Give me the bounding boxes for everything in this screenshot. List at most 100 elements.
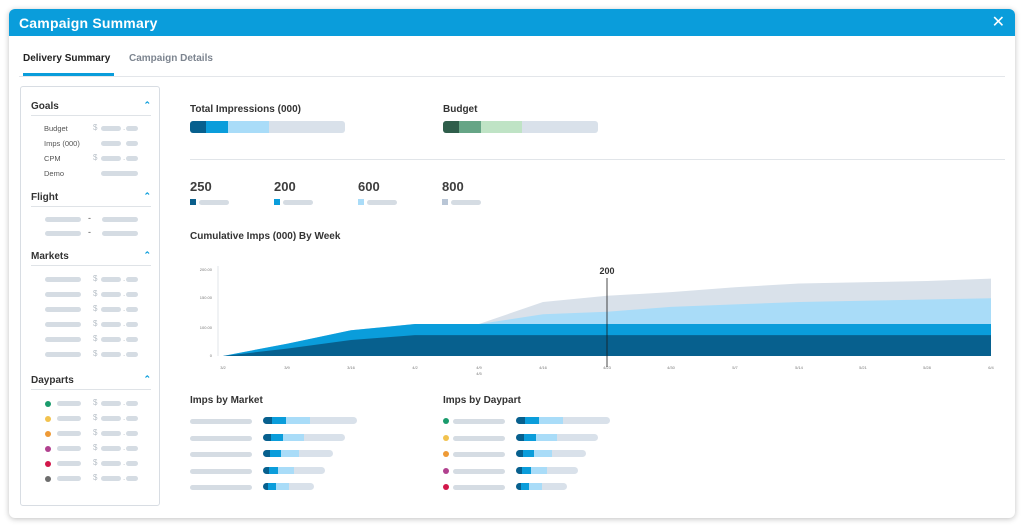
value-placeholder (126, 416, 138, 421)
bar-segment (283, 433, 304, 441)
market-row[interactable]: $. (31, 334, 151, 345)
currency-symbol: $ (93, 289, 98, 298)
decimal-symbol: . (123, 443, 126, 452)
bar-segment (271, 433, 283, 441)
dayparts-section-header[interactable]: Dayparts ⌃ (31, 374, 151, 390)
market-name-placeholder (45, 352, 81, 357)
tab-delivery-summary[interactable]: Delivery Summary (23, 53, 114, 76)
total-impressions-bar (190, 121, 345, 133)
market-name-placeholder (45, 277, 81, 282)
bar-segment (531, 466, 547, 474)
bar-segment (459, 121, 481, 133)
currency-symbol: $ (93, 153, 98, 162)
goal-row-imps: Imps (000) (31, 139, 151, 149)
market-row[interactable]: $. (31, 319, 151, 330)
market-row[interactable]: $. (31, 349, 151, 360)
section-divider (190, 159, 1005, 160)
daypart-name-placeholder (453, 452, 505, 457)
value-placeholder (126, 461, 138, 466)
daypart-color-dot-icon (45, 446, 51, 452)
bar-segment (521, 483, 529, 490)
x-tick-label: 3/9 (284, 365, 290, 370)
bar-segment (522, 466, 531, 474)
date-placeholder (102, 217, 138, 222)
value-placeholder (126, 337, 138, 342)
value-placeholder (126, 292, 138, 297)
chevron-up-icon[interactable]: ⌃ (143, 100, 151, 110)
decimal-symbol: . (123, 123, 126, 132)
daypart-row[interactable]: $. (31, 473, 151, 484)
daypart-row[interactable]: $. (31, 458, 151, 469)
value-placeholder (101, 461, 121, 466)
decimal-symbol: . (123, 334, 126, 343)
stat-value: 600 (358, 179, 380, 194)
total-impressions-label: Total Impressions (000) (190, 104, 301, 115)
daypart-row[interactable]: $. (31, 443, 151, 454)
flight-section-header[interactable]: Flight ⌃ (31, 191, 151, 207)
daypart-row[interactable]: $. (31, 428, 151, 439)
sidebar-filters: Goals ⌃ Budget $ . Imps (000) CPM $ . De… (20, 86, 160, 506)
imps-bar[interactable] (263, 450, 333, 457)
chevron-up-icon[interactable]: ⌃ (143, 250, 151, 260)
bar-segment (523, 450, 534, 457)
decimal-symbol: . (123, 458, 126, 467)
bar-segment (263, 466, 269, 474)
imps-bar[interactable] (516, 450, 586, 457)
markets-section-header[interactable]: Markets ⌃ (31, 250, 151, 266)
chevron-up-icon[interactable]: ⌃ (143, 191, 151, 201)
tab-campaign-details[interactable]: Campaign Details (129, 53, 213, 64)
market-name-placeholder (45, 322, 81, 327)
bar-segment (206, 121, 228, 133)
goals-title: Goals (31, 101, 59, 112)
chevron-up-icon[interactable]: ⌃ (143, 374, 151, 384)
bar-segment (516, 483, 521, 490)
imps-bar[interactable] (263, 417, 357, 424)
bar-segment (539, 417, 563, 424)
daypart-color-dot-icon (443, 451, 449, 457)
stat-value: 250 (190, 179, 212, 194)
daypart-color-dot-icon (45, 431, 51, 437)
bar-segment (270, 450, 281, 457)
x-tick-label: 6/4 (988, 365, 994, 370)
value-placeholder (101, 401, 121, 406)
goal-row-budget: Budget $ . (31, 123, 151, 134)
imps-bar[interactable] (516, 483, 567, 490)
daypart-row[interactable]: $. (31, 413, 151, 424)
title-bar: Campaign Summary ✕ (9, 9, 1015, 36)
decimal-symbol: . (123, 473, 126, 482)
market-name-placeholder (190, 419, 252, 424)
imps-bar[interactable] (516, 433, 598, 441)
daypart-name-placeholder (57, 446, 81, 451)
y-tick-label: 150.00 (200, 295, 213, 300)
daypart-color-dot-icon (45, 416, 51, 422)
bar-segment (525, 417, 539, 424)
market-row[interactable]: $. (31, 304, 151, 315)
imps-bar[interactable] (263, 433, 345, 441)
bar-segment (516, 450, 523, 457)
decimal-symbol: . (123, 274, 126, 283)
currency-symbol: $ (93, 428, 98, 437)
imps-bar[interactable] (263, 466, 325, 474)
currency-symbol: $ (93, 443, 98, 452)
daypart-color-dot-icon (443, 434, 449, 441)
flight-row: - (31, 227, 151, 239)
stat-label-placeholder (199, 200, 229, 205)
imps-bar[interactable] (516, 466, 578, 474)
value-placeholder (101, 476, 121, 481)
market-row[interactable]: $. (31, 274, 151, 285)
bar-segment (286, 417, 310, 424)
imps-bar[interactable] (263, 483, 314, 490)
daypart-name-placeholder (57, 431, 81, 436)
goals-section-header[interactable]: Goals ⌃ (31, 100, 151, 116)
currency-symbol: $ (93, 413, 98, 422)
imps-bar[interactable] (516, 417, 610, 424)
x-tick-label: 5/28 (923, 365, 932, 370)
bar-segment (228, 121, 269, 133)
daypart-row[interactable]: $. (31, 398, 151, 409)
bar-segment (278, 466, 294, 474)
market-row[interactable]: $. (31, 289, 151, 300)
y-tick-label: 0 (210, 353, 213, 358)
close-icon[interactable]: ✕ (991, 13, 1005, 31)
y-tick-label: 100.00 (200, 325, 213, 330)
stat-label-placeholder (283, 200, 313, 205)
